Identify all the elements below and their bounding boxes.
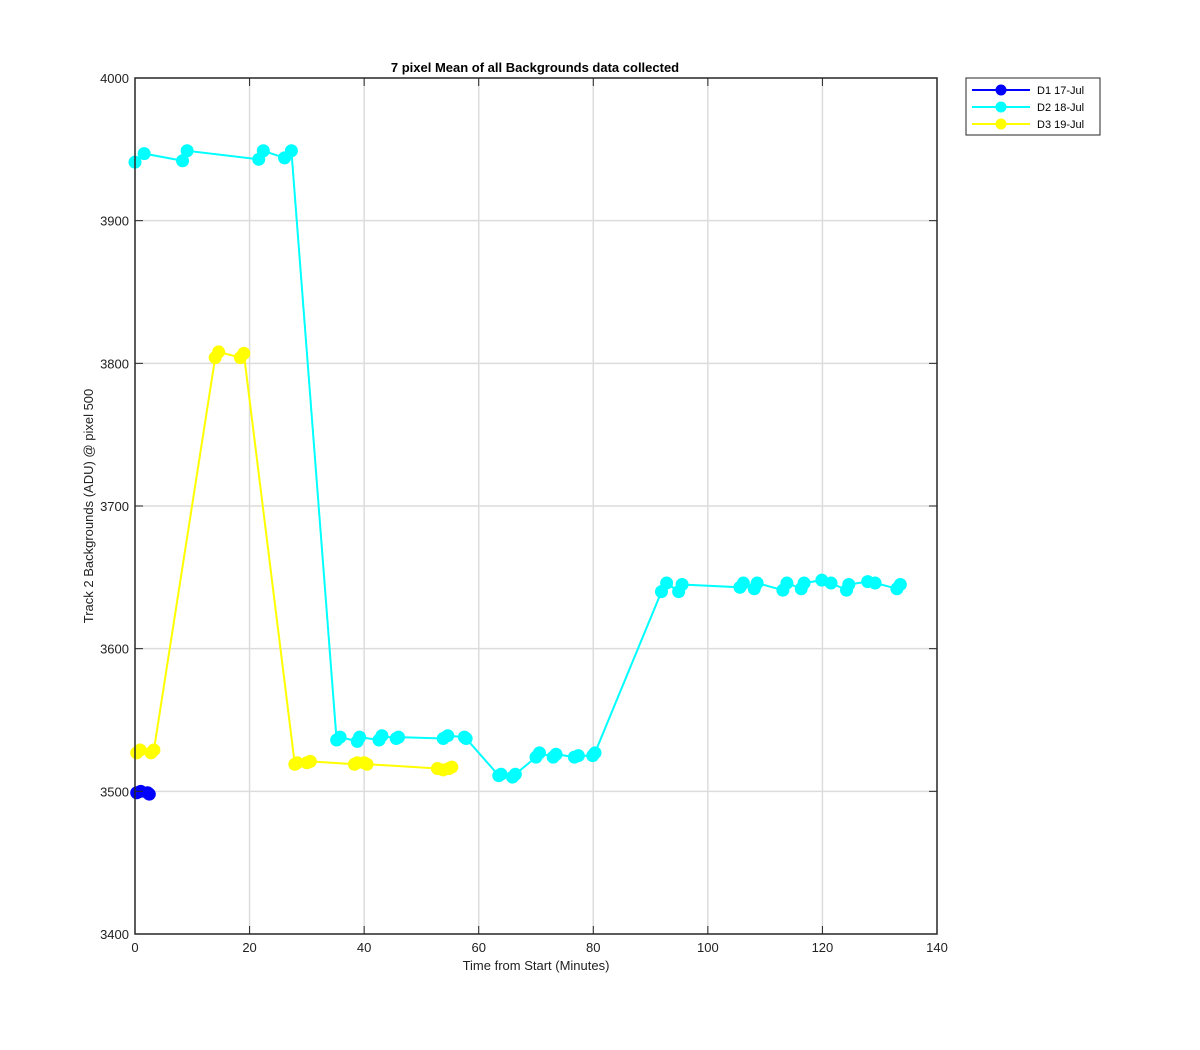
legend-marker: [995, 118, 1007, 130]
data-point: [284, 144, 298, 158]
series-d3-19-jul: [130, 345, 459, 777]
x-tick-label: 60: [471, 940, 485, 955]
legend-marker: [995, 84, 1007, 96]
x-tick-label: 80: [586, 940, 600, 955]
legend-label: D1 17-Jul: [1037, 85, 1084, 97]
data-point: [147, 743, 161, 757]
y-tick-label: 3700: [100, 499, 129, 514]
data-point: [824, 576, 838, 590]
chart-title: 7 pixel Mean of all Backgrounds data col…: [391, 60, 679, 75]
y-axis-label: Track 2 Backgrounds (ADU) @ pixel 500: [81, 389, 96, 624]
legend-label: D3 19-Jul: [1037, 119, 1084, 131]
data-point: [375, 729, 389, 743]
legend-item: D2 18-Jul: [972, 101, 1084, 114]
data-point: [133, 743, 147, 757]
data-point: [571, 749, 585, 763]
data-point: [842, 577, 856, 591]
plot-area: 0 20 40 60 80 100 120 140 3400 3500 3600 3700 3800 39…: [100, 71, 948, 955]
data-point: [750, 576, 764, 590]
y-tick-label: 3500: [100, 784, 129, 799]
data-point: [360, 757, 374, 771]
y-tick-label: 3900: [100, 214, 129, 229]
legend-marker: [995, 101, 1007, 113]
data-point: [353, 730, 367, 744]
data-point: [780, 576, 794, 590]
data-point: [256, 144, 270, 158]
legend-label: D2 18-Jul: [1037, 102, 1084, 114]
y-tick-label: 3600: [100, 642, 129, 657]
x-tick-label: 40: [357, 940, 371, 955]
data-point: [868, 576, 882, 590]
data-point: [549, 747, 563, 761]
y-tick-label: 3800: [100, 356, 129, 371]
data-point: [237, 346, 251, 360]
data-point: [445, 760, 459, 774]
data-point: [588, 746, 602, 760]
data-point: [180, 144, 194, 158]
data-point: [508, 767, 522, 781]
data-point: [333, 730, 347, 744]
legend-item: D1 17-Jul: [972, 84, 1084, 97]
data-point: [303, 754, 317, 768]
x-tick-label: 0: [131, 940, 138, 955]
data-point: [212, 345, 226, 359]
axes: 0 20 40 60 80 100 120 140 3400 3500 3600 3700 3800 39…: [100, 71, 948, 955]
data-series: [128, 144, 907, 801]
x-tick-label: 120: [812, 940, 834, 955]
data-point: [736, 576, 750, 590]
data-point: [660, 576, 674, 590]
legend: D1 17-Jul D2 18-Jul D3 19-Jul: [965, 77, 1101, 136]
data-point: [797, 576, 811, 590]
data-point: [532, 746, 546, 760]
data-point: [137, 147, 151, 161]
x-axis-label: Time from Start (Minutes): [463, 958, 610, 973]
data-point: [675, 577, 689, 591]
data-point: [392, 730, 406, 744]
legend-item: D3 19-Jul: [972, 118, 1084, 131]
grid-lines: [135, 78, 937, 934]
y-tick-label: 4000: [100, 71, 129, 86]
data-point: [893, 577, 907, 591]
x-tick-label: 140: [926, 940, 948, 955]
y-tick-label: 3400: [100, 927, 129, 942]
series-d2-18-jul: [128, 144, 907, 784]
data-point: [142, 787, 156, 801]
data-point: [459, 732, 473, 746]
x-tick-label: 20: [242, 940, 256, 955]
data-point: [441, 729, 455, 743]
data-point: [494, 767, 508, 781]
x-tick-label: 100: [697, 940, 719, 955]
